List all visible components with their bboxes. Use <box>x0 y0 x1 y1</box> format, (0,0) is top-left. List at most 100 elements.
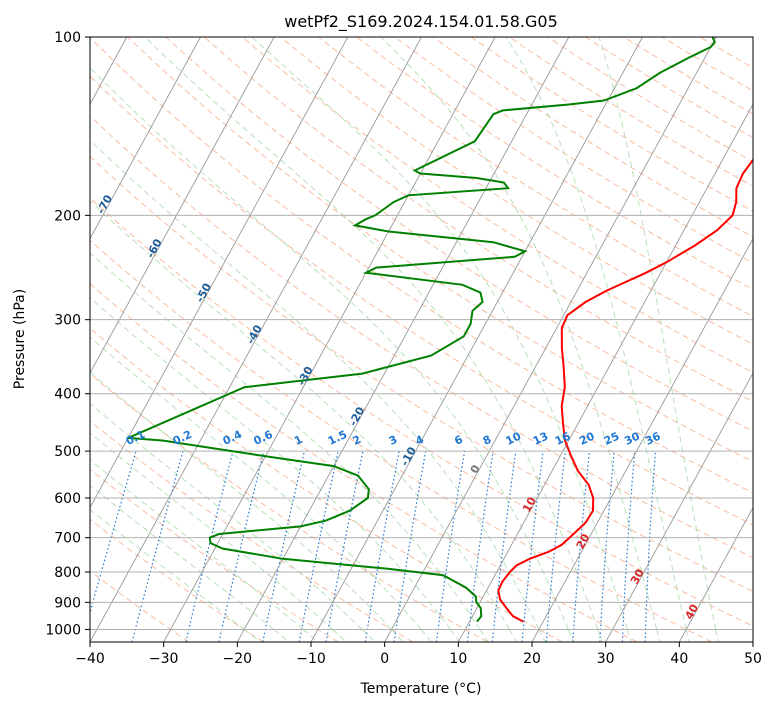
mixing-ratio-line <box>435 451 466 642</box>
moist-adiabat <box>380 37 658 630</box>
moist-adiabat <box>508 629 517 642</box>
x-tick-label: 10 <box>449 651 467 667</box>
profile-series <box>127 37 753 623</box>
y-tick-label: 300 <box>54 313 81 329</box>
isobars <box>90 37 753 630</box>
x-tick-label: −10 <box>296 651 326 667</box>
chart-title: wetPf2_S169.2024.154.01.58.G05 <box>284 12 558 32</box>
mixing-ratio-label: 30 <box>622 429 642 447</box>
y-tick-label: 400 <box>54 387 81 403</box>
y-tick-label: 700 <box>54 531 81 547</box>
mixing-ratio-line <box>572 451 591 642</box>
moist-adiabat <box>450 629 461 642</box>
isotherm <box>531 237 753 642</box>
dry-adiabat <box>203 37 753 403</box>
moist-adiabat <box>90 67 569 630</box>
isotherm <box>384 37 717 642</box>
x-tick-label: −40 <box>75 651 105 667</box>
plot-frame <box>89 36 754 643</box>
y-tick-label: 500 <box>54 444 81 460</box>
mixing-ratio-line <box>491 451 517 642</box>
isotherm <box>90 37 422 642</box>
y-axis-title: Pressure (hPa) <box>12 289 28 389</box>
x-axis: −40 −30 −20 −10 0 10 20 30 40 50 <box>75 642 762 667</box>
moist-adiabat <box>273 629 290 642</box>
dry-adiabat <box>318 37 753 318</box>
dry-adiabat <box>90 155 753 592</box>
moist-adiabat <box>243 629 261 642</box>
y-tick-label: 900 <box>54 595 81 611</box>
moist-adiabat <box>90 139 540 630</box>
moist-adiabat <box>597 629 603 642</box>
x-tick-label: 0 <box>380 651 389 667</box>
isotherm <box>457 103 753 642</box>
isotherm <box>605 372 753 642</box>
x-tick-label: 50 <box>744 651 762 667</box>
moist-adiabat <box>361 629 376 642</box>
moist-adiabat <box>251 37 628 630</box>
dry-adiabat <box>90 75 753 526</box>
mixing-ratio-label: 20 <box>577 429 597 447</box>
isotherm <box>236 37 570 642</box>
mixing-ratio-line <box>262 450 305 642</box>
isotherm <box>163 37 496 642</box>
moist-adiabat <box>715 629 719 642</box>
isotherm <box>90 37 201 240</box>
moist-adiabat <box>567 629 575 642</box>
moist-adiabat <box>538 629 546 642</box>
moist-adiabat <box>90 252 481 630</box>
moist-adiabat <box>90 336 422 630</box>
dry-adiabat <box>90 468 339 642</box>
mixing-ratio-line <box>466 451 494 642</box>
y-axis: 100 200 300 400 500 600 700 800 900 1000 <box>45 30 90 638</box>
y-tick-label: 1000 <box>45 622 81 638</box>
isotherm <box>90 37 349 509</box>
x-tick-label: −20 <box>223 651 253 667</box>
dry-adiabat <box>90 373 488 642</box>
moist-adiabat <box>685 629 690 642</box>
moist-adiabat <box>656 629 661 642</box>
isotherm <box>678 506 753 642</box>
dewpoint-profile <box>127 37 716 623</box>
dry-adiabat <box>90 518 264 642</box>
mixing-ratio-line <box>521 451 544 642</box>
mixing-ratio-label: 10 <box>504 429 524 447</box>
moist-adiabat <box>90 432 333 630</box>
isotherm <box>90 37 275 375</box>
dry-adiabat <box>90 327 563 642</box>
moist-adiabat <box>391 629 404 642</box>
x-tick-label: 30 <box>597 651 615 667</box>
moist-adiabat <box>626 629 632 642</box>
y-tick-label: 100 <box>54 30 81 46</box>
dry-adiabat <box>165 37 753 432</box>
dry-adiabat <box>90 197 753 627</box>
dry-adiabat <box>90 239 712 642</box>
moist-adiabat <box>505 37 687 630</box>
y-tick-label: 200 <box>54 208 81 224</box>
mixing-ratio-label: 36 <box>643 429 663 447</box>
moist-adiabat <box>90 403 363 630</box>
mixing-ratio-label: 25 <box>602 430 621 448</box>
moist-adiabat <box>90 200 510 630</box>
y-tick-label: 600 <box>54 491 81 507</box>
x-tick-label: −30 <box>149 651 179 667</box>
mixing-ratio-line <box>90 450 137 615</box>
isotherm <box>310 37 643 642</box>
mixing-ratio-label: 16 <box>553 429 573 447</box>
y-tick-label: 800 <box>54 565 81 581</box>
moist-adiabat <box>90 459 304 630</box>
moist-adiabat <box>90 371 392 630</box>
moist-adiabat <box>420 629 432 642</box>
moist-adiabat <box>144 37 599 630</box>
mixing-ratio-label: 13 <box>531 430 550 448</box>
mixing-ratio-line <box>185 450 234 642</box>
dry-adiabat <box>241 37 753 374</box>
temperature-profile <box>497 158 753 623</box>
moist-adiabats <box>90 37 719 642</box>
moist-adiabat <box>90 297 451 630</box>
moist-adiabat <box>479 629 489 642</box>
isotherms <box>90 37 753 642</box>
mixing-ratio-line <box>545 451 566 642</box>
